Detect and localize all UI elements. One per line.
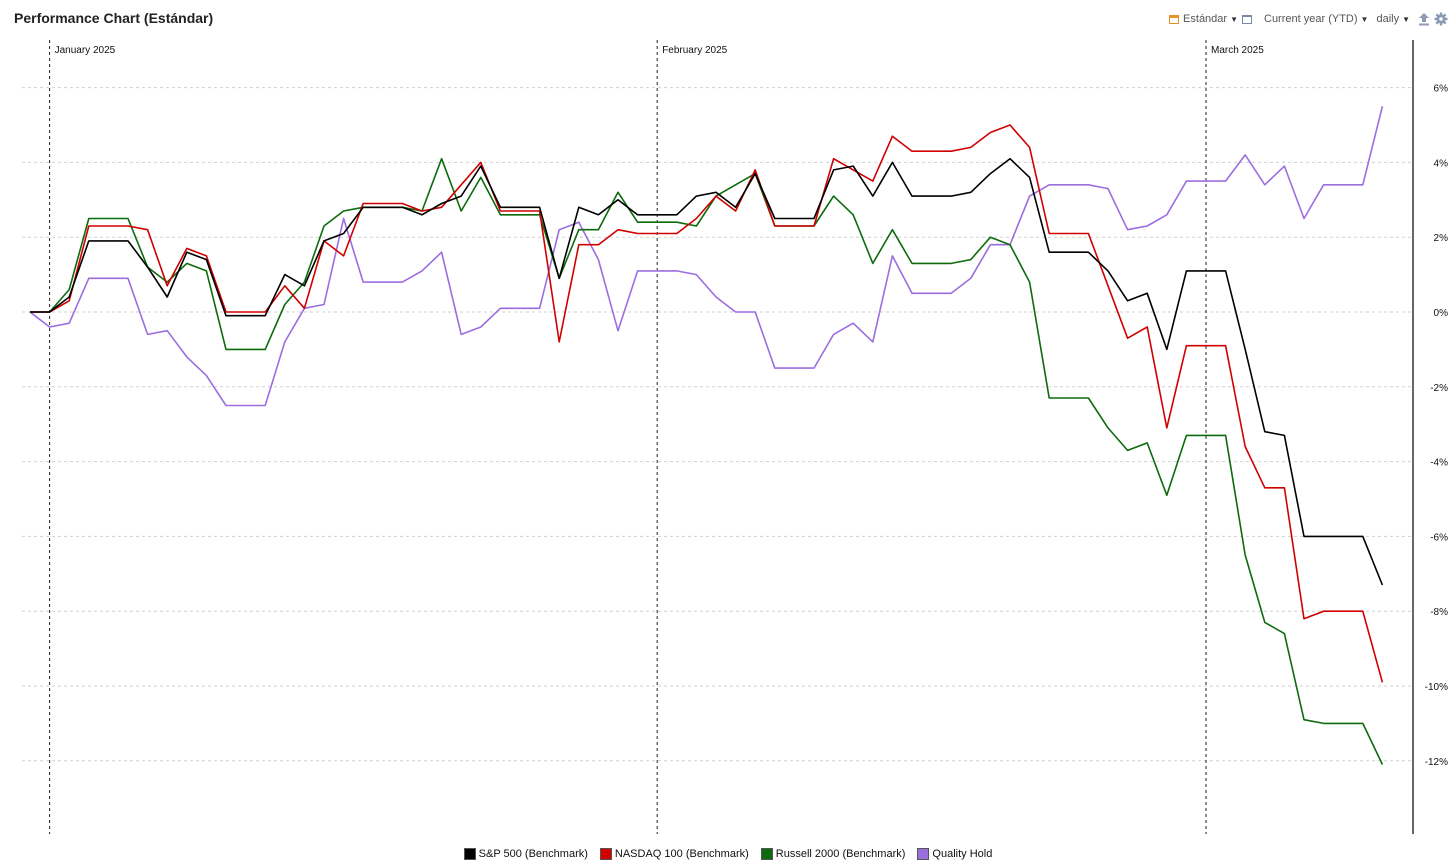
series-line-quality-hold [29, 106, 1384, 407]
export-icon[interactable] [1418, 12, 1430, 26]
month-label: January 2025 [55, 45, 116, 56]
view-selector-label: Estándar [1183, 13, 1228, 25]
period-selector[interactable]: Current year (YTD) ▼ [1264, 13, 1368, 25]
interval-selector[interactable]: daily ▼ [1376, 13, 1410, 25]
y-tick-label: -10% [1425, 682, 1448, 693]
y-tick-label: -12% [1425, 757, 1448, 768]
interval-selector-label: daily [1376, 13, 1400, 25]
y-tick-label: -8% [1430, 607, 1448, 618]
chart-legend: S&P 500 (Benchmark) NASDAQ 100 (Benchmar… [0, 848, 1456, 860]
legend-label: S&P 500 (Benchmark) [478, 848, 588, 860]
month-label: March 2025 [1211, 45, 1264, 56]
legend-item-nasdaq100[interactable]: NASDAQ 100 (Benchmark) [599, 848, 749, 860]
y-tick-label: 4% [1434, 158, 1449, 169]
legend-label: Russell 2000 (Benchmark) [775, 848, 906, 860]
y-tick-label: 2% [1434, 233, 1449, 244]
legend-item-quality-hold[interactable]: Quality Hold [917, 848, 992, 860]
legend-item-sp500[interactable]: S&P 500 (Benchmark) [463, 848, 588, 860]
legend-item-russell2000[interactable]: Russell 2000 (Benchmark) [760, 848, 906, 860]
calendar-icon [1169, 14, 1180, 24]
gear-icon[interactable] [1434, 12, 1448, 26]
window-icon[interactable] [1242, 14, 1252, 24]
series-line-nasdaq-100-benchmark [30, 124, 1384, 683]
chart-title: Performance Chart (Estándar) [14, 10, 214, 26]
chevron-down-icon: ▼ [1360, 14, 1369, 24]
legend-swatch [917, 848, 930, 860]
view-selector[interactable]: Estándar ▼ [1169, 13, 1238, 25]
performance-chart: 6% 4% 2% 0% -2% -4% -6% -8% -10% -12% January 2025… [22, 40, 1449, 834]
legend-label: NASDAQ 100 (Benchmark) [614, 848, 749, 860]
legend-label: Quality Hold [932, 848, 993, 860]
legend-swatch [463, 848, 476, 860]
month-label: February 2025 [662, 45, 727, 56]
series-line-russell-2000-benchmark [30, 157, 1384, 765]
series-line-s-p-500-benchmark [30, 157, 1384, 586]
y-tick-label: 6% [1434, 84, 1449, 95]
y-tick-label: 0% [1434, 308, 1449, 319]
legend-swatch [760, 848, 773, 860]
chevron-down-icon: ▼ [1230, 14, 1238, 24]
y-tick-label: -2% [1430, 383, 1448, 394]
chart-toolbar: Estándar ▼ Current year (YTD) ▼ daily ▼ [1165, 12, 1448, 26]
period-selector-label: Current year (YTD) [1264, 13, 1358, 25]
y-tick-label: -6% [1430, 532, 1448, 543]
legend-swatch [599, 848, 612, 860]
y-tick-label: -4% [1430, 458, 1448, 469]
chevron-down-icon: ▼ [1402, 14, 1410, 24]
